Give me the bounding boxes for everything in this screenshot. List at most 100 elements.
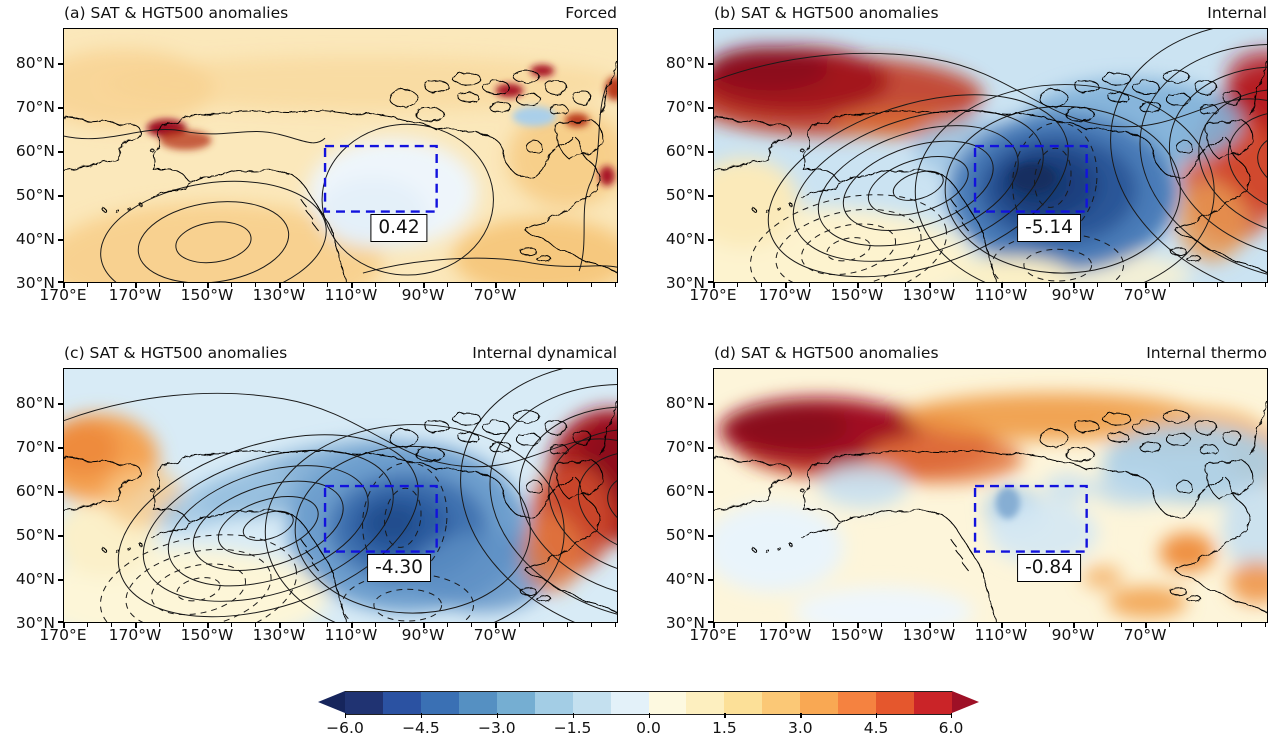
x-tick-label: 130°W [902, 286, 956, 304]
y-tick-label: 60°N [15, 482, 55, 500]
x-tick-label: 150°W [180, 626, 234, 644]
panel-a: (a) SAT & HGT500 anomalies Forced [16, 4, 618, 304]
y-tick-label: 40°N [665, 570, 705, 588]
colorbar-cell [648, 692, 687, 714]
x-tick-label: 150°W [830, 626, 884, 644]
sat-anomaly-blobs [714, 392, 1267, 622]
x-tick-label: 110°W [974, 286, 1028, 304]
x-tick-label: 90°W [1051, 286, 1095, 304]
y-tick-label: 40°N [15, 230, 55, 248]
x-tick-label: 170°E [689, 626, 737, 644]
y-tick-label: 50°N [665, 186, 705, 204]
sat-cold-streak [995, 487, 1020, 519]
colorbar-under-arrow [318, 691, 345, 713]
x-minor-ticks [713, 283, 1268, 287]
x-tick-label: 130°W [902, 626, 956, 644]
x-tick-label: 170°W [108, 626, 162, 644]
colorbar-tick-label: 1.5 [712, 719, 737, 737]
sat-anomaly-blobs [64, 48, 617, 282]
x-tick-label: 130°W [252, 626, 306, 644]
sat-hot-spots [146, 64, 617, 186]
panel-d-title: (d) SAT & HGT500 anomalies [714, 344, 939, 362]
panel-b: (b) SAT & HGT500 anomalies Internal [666, 4, 1268, 304]
x-tick-label: 70°W [1123, 286, 1167, 304]
x-tick-label: 70°W [1123, 626, 1167, 644]
study-box [323, 144, 438, 213]
x-tick-label: 150°W [830, 286, 884, 304]
y-tick-label: 50°N [665, 526, 705, 544]
y-tick-label: 70°N [15, 438, 55, 456]
colorbar-cell [534, 692, 573, 714]
x-tick-label: 170°E [39, 286, 87, 304]
x-tick-label: 70°W [473, 286, 517, 304]
sat-anomaly-blobs [714, 46, 1267, 282]
colorbar-tick-label: −1.5 [553, 719, 592, 737]
panel-b-title: (b) SAT & HGT500 anomalies [714, 4, 939, 22]
x-tick-label: 110°W [974, 626, 1028, 644]
panel-a-svg [64, 29, 617, 282]
panel-c: (c) SAT & HGT500 anomalies Internal dyna… [16, 344, 618, 644]
colorbar-cell [420, 692, 459, 714]
colorbar-tick-label: −6.0 [326, 719, 364, 737]
panel-b-box-mean: -5.14 [1017, 214, 1081, 242]
panel-d: (d) SAT & HGT500 anomalies Internal ther… [666, 344, 1268, 644]
colorbar-tick-label: −4.5 [402, 719, 440, 737]
y-tick-label: 80°N [15, 54, 55, 72]
x-tick-label: 170°E [39, 626, 87, 644]
colorbar-cell [686, 692, 725, 714]
y-tick-label: 30°N [665, 274, 705, 292]
colorbar-cell [724, 692, 763, 714]
colorbar-tick-label: 6.0 [938, 719, 964, 737]
colorbar-cell [876, 692, 915, 714]
y-tick-label: 80°N [665, 54, 705, 72]
colorbar-cell [458, 692, 497, 714]
study-box [323, 484, 438, 553]
y-tick-label: 30°N [15, 614, 55, 632]
panel-d-box-mean: -0.84 [1017, 554, 1081, 582]
colorbar-cell [762, 692, 801, 714]
colorbar-cell [800, 692, 839, 714]
x-tick-label: 90°W [401, 626, 445, 644]
y-tick-label: 80°N [665, 394, 705, 412]
panel-c-svg [64, 369, 617, 622]
y-tick-label: 40°N [665, 230, 705, 248]
panel-a-map: 0.42 [63, 28, 618, 283]
x-minor-ticks [713, 623, 1268, 627]
panel-a-subtitle: Forced [565, 4, 617, 22]
x-tick-label: 170°W [108, 286, 162, 304]
x-tick-label: 110°W [324, 626, 378, 644]
x-tick-label: 170°W [758, 626, 812, 644]
x-tick-label: 150°W [180, 286, 234, 304]
panel-c-subtitle: Internal dynamical [472, 344, 617, 362]
colorbar-tick-label: −3.0 [477, 719, 516, 737]
x-tick-label: 70°W [473, 626, 517, 644]
panel-c-map: -4.30 [63, 368, 618, 623]
y-tick-label: 60°N [665, 482, 705, 500]
panel-a-title: (a) SAT & HGT500 anomalies [64, 4, 289, 22]
panel-d-svg [714, 369, 1267, 622]
y-tick-label: 50°N [15, 186, 55, 204]
colorbar-cell [838, 692, 877, 714]
x-tick-label: 130°W [252, 286, 306, 304]
x-tick-label: 110°W [324, 286, 378, 304]
sat-cold-core [1010, 163, 1055, 192]
colorbar-tick-label: 0.0 [636, 719, 661, 737]
y-tick-label: 80°N [15, 394, 55, 412]
x-tick-label: 90°W [1051, 626, 1095, 644]
colorbar [318, 691, 979, 715]
x-tick-label: 170°W [758, 286, 812, 304]
y-tick-label: 70°N [665, 98, 705, 116]
panel-b-svg [714, 29, 1267, 282]
y-tick-label: 40°N [15, 570, 55, 588]
panel-b-subtitle: Internal [1207, 4, 1267, 22]
colorbar-gradient [345, 691, 952, 715]
y-tick-label: 30°N [15, 274, 55, 292]
y-tick-label: 60°N [15, 142, 55, 160]
colorbar-cell [914, 692, 952, 714]
colorbar-cell [382, 692, 421, 714]
x-tick-label: 170°E [689, 286, 737, 304]
panel-b-map: -5.14 [713, 28, 1268, 283]
panel-d-subtitle: Internal thermo [1146, 344, 1267, 362]
colorbar-cell [610, 692, 649, 714]
